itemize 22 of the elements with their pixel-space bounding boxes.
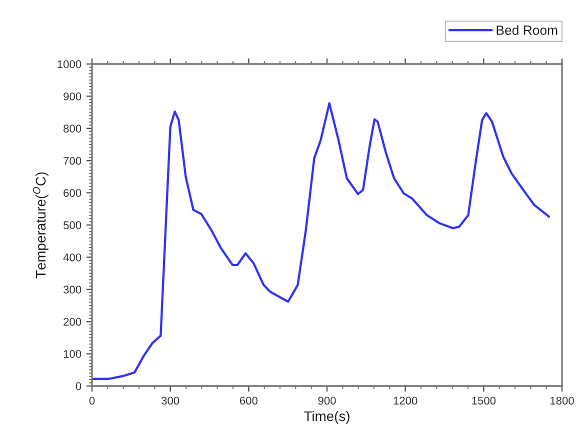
x-tick-label: 900: [318, 396, 336, 405]
x-axis-title: Time(s): [304, 410, 350, 424]
x-tick-label: 1200: [394, 396, 418, 405]
y-tick-label: 0: [76, 382, 82, 390]
y-tick-label: 700: [64, 156, 82, 165]
x-tick-label: 0: [89, 396, 95, 405]
x-tick-label: 600: [240, 396, 258, 405]
y-tick-label: 200: [64, 318, 82, 326]
y-tick-label: 300: [63, 286, 82, 294]
y-tick-label: 500: [63, 221, 82, 230]
x-tick-label: 1500: [472, 396, 496, 405]
y-tick-label: 400: [63, 253, 82, 262]
y-tick-label: 1000: [58, 60, 82, 68]
y-axis-title: Temperature($^{O}$C): [32, 172, 48, 278]
x-tick-label: 1800: [550, 396, 574, 405]
y-tick-label: 800: [64, 124, 82, 133]
y-tick-label: 900: [64, 92, 82, 100]
line-series: [92, 102, 550, 380]
y-tick-label: 100: [64, 350, 82, 358]
legend-label: Bed Room: [496, 25, 558, 35]
x-tick-label: 300: [161, 396, 180, 405]
y-tick-label: 600: [64, 189, 82, 197]
